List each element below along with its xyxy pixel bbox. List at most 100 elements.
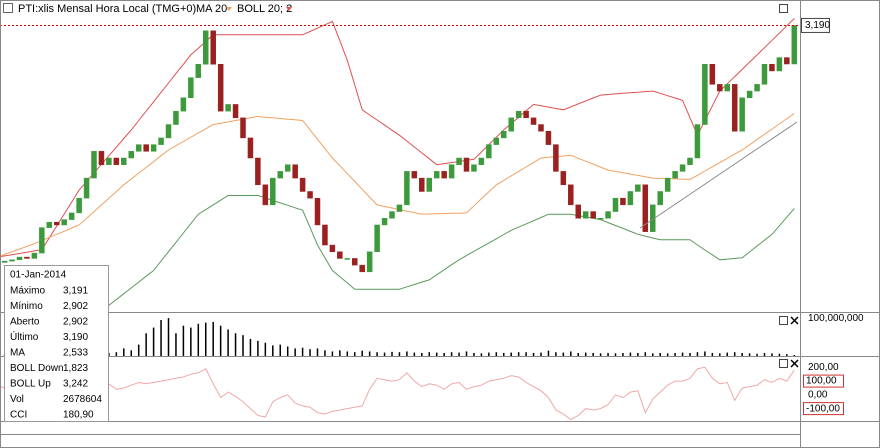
volume-bar	[562, 352, 565, 356]
volume-bar	[123, 348, 125, 356]
candle	[702, 64, 708, 125]
volume-bar	[540, 352, 542, 356]
volume-bar	[421, 352, 423, 356]
menu-icon[interactable]	[3, 3, 13, 13]
candle	[135, 144, 142, 152]
candle	[664, 177, 671, 192]
volume-bar	[272, 345, 274, 356]
info-value: 2678604	[63, 394, 102, 405]
volume-bar	[763, 352, 766, 356]
candle	[769, 64, 775, 72]
candle	[210, 30, 216, 65]
volume-bar	[331, 351, 334, 356]
candle	[530, 117, 537, 125]
volume-bar	[234, 333, 237, 356]
candle	[158, 137, 164, 145]
candle	[612, 197, 619, 212]
maximize-button[interactable]	[779, 316, 788, 325]
legend-ma[interactable]: MA 20	[196, 3, 227, 15]
candle	[344, 258, 351, 260]
volume-bar	[465, 351, 468, 356]
volume-bar	[711, 352, 714, 356]
volume-bar	[383, 352, 386, 356]
volume-bar	[279, 344, 281, 356]
volume-bar	[733, 352, 736, 356]
candle	[217, 64, 224, 112]
candle	[337, 251, 343, 259]
candle	[419, 177, 425, 192]
candle	[679, 164, 686, 172]
volume-bar	[227, 329, 229, 356]
info-date: 01-Jan-2014	[10, 270, 67, 281]
maximize-button[interactable]	[779, 359, 788, 368]
candle	[366, 251, 373, 273]
volume-bar	[324, 350, 326, 356]
ma-line	[0, 112, 795, 257]
candle	[635, 184, 641, 192]
volume-bar	[525, 352, 527, 356]
candle	[299, 177, 306, 192]
candle	[456, 157, 462, 165]
candle	[493, 137, 500, 145]
volume-bar	[570, 351, 572, 356]
volume-bar	[435, 352, 438, 356]
volume-bar	[547, 350, 550, 356]
volume-bar	[659, 352, 661, 356]
volume-bar	[115, 352, 118, 356]
dropdown-arrow[interactable]	[226, 7, 232, 11]
info-value: 3,191	[63, 286, 88, 297]
candle	[83, 177, 90, 199]
candle	[68, 212, 75, 220]
dropdown-arrow[interactable]	[286, 7, 292, 11]
candle	[582, 211, 589, 219]
candle	[24, 256, 30, 259]
volume-bar	[696, 352, 699, 356]
volume-bar	[488, 352, 490, 356]
volume-bar	[301, 347, 304, 356]
volume-bar	[242, 335, 244, 356]
candle	[694, 124, 701, 159]
close-button[interactable]	[790, 359, 799, 368]
candle	[508, 117, 514, 132]
candle	[739, 97, 745, 132]
candle	[568, 184, 574, 206]
volume-bar	[249, 338, 252, 356]
volume-bar	[622, 352, 624, 356]
legend-boll[interactable]: BOLL 20; 2	[237, 3, 292, 15]
candle	[411, 171, 418, 179]
maximize-button[interactable]	[779, 4, 788, 13]
volume-bar	[748, 353, 751, 356]
cci-level-box	[803, 402, 844, 416]
volume-bar	[197, 323, 200, 356]
volume-bar	[145, 333, 147, 356]
candle	[322, 224, 328, 246]
candle	[381, 218, 388, 226]
candle	[478, 157, 485, 165]
volume-bar	[398, 352, 401, 356]
volume-bar	[473, 352, 475, 356]
trend-line	[639, 121, 798, 229]
candle	[590, 211, 596, 219]
candle	[463, 157, 470, 172]
candle	[329, 244, 336, 252]
candle	[9, 259, 15, 262]
candle	[389, 211, 395, 219]
candle	[642, 184, 649, 232]
candle	[307, 191, 313, 199]
volume-bar	[771, 353, 773, 356]
volume-bar	[205, 322, 207, 356]
info-value: 3,190	[63, 332, 88, 343]
volume-bar	[599, 353, 602, 356]
candle	[203, 30, 209, 65]
close-button[interactable]	[790, 316, 799, 325]
volume-bar	[719, 353, 721, 356]
last-price-box	[801, 17, 830, 33]
volume-bar	[577, 352, 579, 356]
volume-bar	[264, 342, 267, 356]
cci-tick-label: 200,00	[808, 362, 839, 373]
candle	[426, 177, 432, 192]
info-value: 1,823	[63, 363, 88, 374]
candle	[31, 252, 38, 259]
